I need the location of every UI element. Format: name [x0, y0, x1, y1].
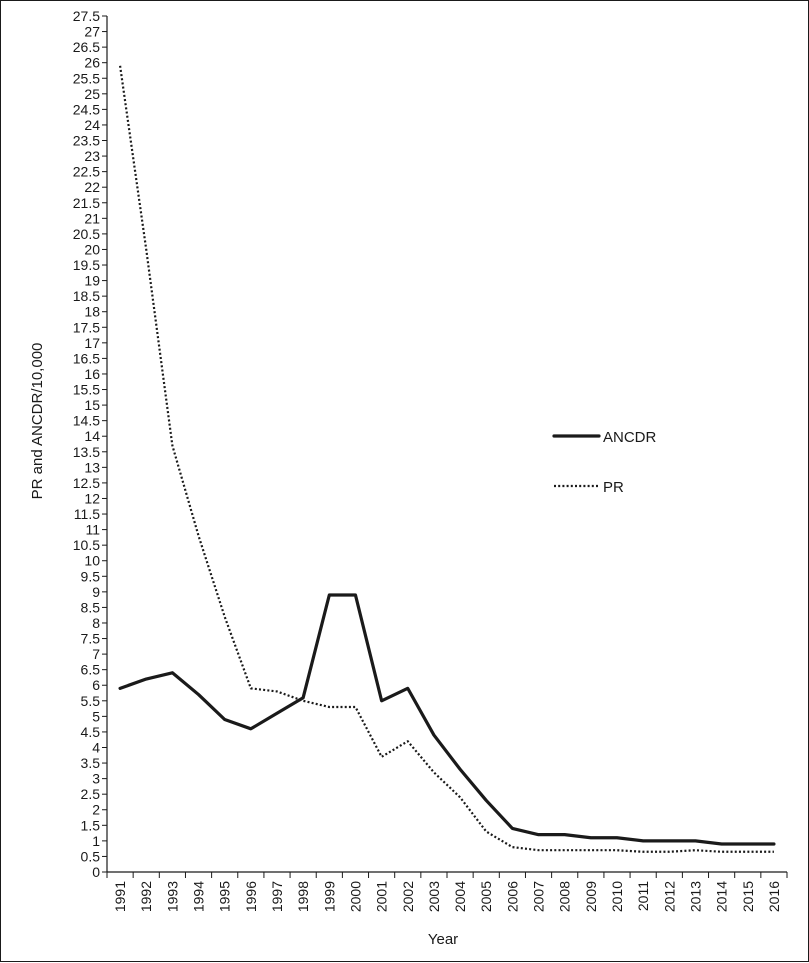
y-tick-label: 18.5: [73, 288, 100, 304]
x-tick-label: 2014: [714, 881, 730, 912]
y-tick-label: 14.5: [73, 413, 100, 429]
y-axis: 00.511.522.533.544.555.566.577.588.599.5…: [73, 8, 108, 880]
series-lines: [118, 65, 776, 853]
x-tick-label: 2008: [557, 881, 573, 912]
y-tick-label: 11.5: [74, 506, 100, 522]
x-tick-label: 1998: [295, 881, 311, 912]
y-tick-label: 20.5: [73, 226, 100, 242]
y-tick-label: 7.5: [81, 631, 101, 647]
y-tick-label: 12.5: [73, 475, 100, 491]
x-tick-label: 2013: [687, 881, 703, 912]
x-tick-label: 2010: [609, 881, 625, 912]
y-tick-label: 10: [84, 553, 100, 569]
y-tick-label: 4.5: [81, 724, 101, 740]
y-tick-label: 1: [92, 833, 100, 849]
x-tick-label: 1999: [321, 881, 337, 912]
x-tick-label: 2015: [740, 881, 756, 912]
x-tick-label: 1995: [217, 881, 233, 912]
y-tick-label: 5: [92, 708, 100, 724]
y-tick-label: 19: [84, 273, 100, 289]
y-tick-label: 18: [84, 304, 100, 320]
y-tick-label: 15: [84, 397, 100, 413]
y-tick-label: 8.5: [81, 599, 101, 615]
y-tick-label: 22: [84, 179, 100, 195]
y-tick-label: 25.5: [73, 70, 100, 86]
y-tick-label: 6.5: [81, 662, 101, 678]
y-tick-label: 26.5: [73, 39, 100, 55]
x-tick-label: 1993: [164, 881, 180, 912]
y-tick-label: 2.5: [81, 786, 101, 802]
y-tick-label: 21.5: [73, 195, 100, 211]
x-tick-label: 2004: [452, 881, 468, 912]
x-tick-label: 2009: [583, 881, 599, 912]
x-tick-label: 2012: [661, 881, 677, 912]
y-tick-label: 16.5: [73, 350, 100, 366]
x-axis-title: Year: [428, 931, 458, 948]
y-tick-label: 3: [92, 771, 100, 787]
legend-label-ancdr: ANCDR: [603, 429, 657, 446]
legend-label-pr: PR: [603, 479, 624, 496]
y-tick-label: 13: [84, 459, 100, 475]
y-tick-label: 10.5: [73, 537, 100, 553]
x-tick-label: 1991: [112, 881, 128, 912]
y-tick-label: 24: [84, 117, 100, 133]
y-tick-label: 27: [84, 24, 100, 40]
y-tick-label: 12: [84, 490, 100, 506]
x-tick-label: 2006: [504, 881, 520, 912]
y-tick-label: 20: [84, 241, 100, 257]
x-tick-label: 2005: [478, 881, 494, 912]
y-tick-label: 0: [92, 864, 100, 880]
y-tick-label: 0.5: [81, 848, 101, 864]
y-tick-label: 3.5: [81, 755, 101, 771]
y-axis-title: PR and ANCDR/10,000: [29, 343, 46, 500]
x-tick-label: 1996: [243, 881, 259, 912]
x-tick-label: 2007: [531, 881, 547, 912]
legend: ANCDR PR: [552, 429, 657, 496]
y-tick-label: 24.5: [73, 101, 100, 117]
y-tick-label: 25: [84, 86, 100, 102]
y-tick-label: 17: [84, 335, 100, 351]
x-tick-label: 2002: [400, 881, 416, 912]
x-tick-label: 2000: [347, 881, 363, 912]
y-tick-label: 26: [84, 55, 100, 71]
y-tick-label: 23.5: [73, 133, 100, 149]
y-tick-label: 2: [92, 802, 100, 818]
y-tick-label: 4: [92, 739, 100, 755]
y-tick-label: 9.5: [81, 568, 101, 584]
x-tick-label: 2016: [766, 881, 782, 912]
y-tick-label: 16: [84, 366, 100, 382]
y-tick-label: 9: [92, 584, 100, 600]
y-tick-label: 15.5: [73, 382, 100, 398]
series-line-pr: [118, 65, 774, 853]
x-tick-label: 1997: [269, 881, 285, 912]
y-tick-label: 7: [92, 646, 100, 662]
y-tick-label: 13.5: [73, 444, 100, 460]
y-tick-label: 19.5: [73, 257, 100, 273]
x-tick-label: 2011: [635, 881, 651, 911]
y-tick-label: 23: [84, 148, 100, 164]
x-axis: 1991 1992 1993 1994 1995 1996 1997 1998 1999 2000…: [106, 871, 788, 912]
y-tick-label: 6: [92, 677, 100, 693]
y-tick-label: 14: [84, 428, 100, 444]
y-tick-label: 27.5: [73, 8, 100, 24]
y-tick-label: 21: [84, 210, 100, 226]
x-tick-label: 1992: [138, 881, 154, 912]
y-tick-label: 17.5: [73, 319, 100, 335]
y-tick-label: 1.5: [81, 817, 101, 833]
x-tick-label: 2003: [426, 881, 442, 912]
series-line-ancdr: [118, 593, 776, 846]
y-tick-label: 8: [92, 615, 100, 631]
y-tick-label: 22.5: [73, 164, 100, 180]
y-tick-label: 11: [85, 522, 100, 538]
y-tick-label: 5.5: [81, 693, 101, 709]
x-tick-label: 2001: [374, 881, 390, 912]
x-tick-label: 1994: [191, 881, 207, 912]
